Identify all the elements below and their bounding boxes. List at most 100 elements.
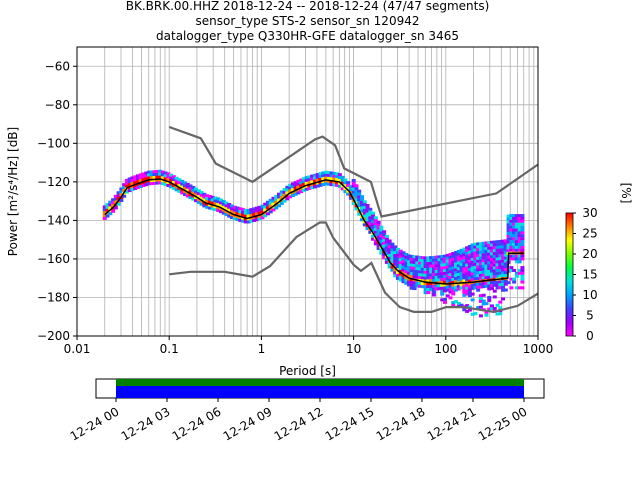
psd-cell <box>401 257 406 261</box>
psd-cell <box>213 196 218 200</box>
psd-cell <box>310 186 315 190</box>
psd-cell <box>395 248 400 252</box>
psd-cell <box>512 225 517 229</box>
psd-cell <box>431 284 436 288</box>
psd-cell <box>445 288 450 292</box>
y-tick-label: −160 <box>37 252 70 266</box>
psd-cell <box>498 265 503 269</box>
psd-cell <box>456 258 461 262</box>
psd-cell <box>426 288 431 292</box>
psd-cell <box>202 195 207 199</box>
colorbar-tick-label: 30 <box>582 206 597 220</box>
psd-cell <box>512 214 517 218</box>
psd-cell <box>492 269 497 273</box>
psd-cell <box>442 266 447 270</box>
psd-cell <box>141 181 146 185</box>
psd-cell <box>473 262 478 266</box>
psd-cell <box>456 270 461 274</box>
psd-cell <box>282 188 287 192</box>
psd-cell <box>390 254 395 258</box>
psd-cell <box>133 178 138 182</box>
psd-cell <box>288 183 293 187</box>
psd-cell <box>501 239 506 243</box>
psd-cell <box>218 204 223 208</box>
psd-cell <box>492 243 497 247</box>
psd-cell <box>194 193 199 197</box>
psd-cell <box>465 249 470 253</box>
psd-cell <box>484 270 489 274</box>
psd-cell <box>321 180 326 184</box>
psd-cell <box>520 277 525 281</box>
psd-cell <box>437 278 442 282</box>
psd-cell <box>229 210 234 214</box>
psd-cell <box>512 257 517 261</box>
psd-cell <box>185 188 190 192</box>
plot-frame <box>76 46 539 337</box>
psd-cell <box>498 274 503 278</box>
psd-cell <box>459 260 464 264</box>
psd-cell <box>199 193 204 197</box>
psd-cell <box>163 174 168 178</box>
psd-cell <box>501 282 506 286</box>
psd-cell <box>368 225 373 229</box>
psd-cell <box>102 211 107 215</box>
psd-cell <box>119 199 124 203</box>
psd-cell <box>359 195 364 199</box>
psd-cell <box>440 286 445 290</box>
psd-cell <box>160 176 165 180</box>
psd-cell <box>271 208 276 212</box>
psd-cell <box>426 267 431 271</box>
psd-cell <box>470 266 475 270</box>
psd-cell <box>476 248 481 252</box>
psd-cell <box>263 211 268 215</box>
psd-cell <box>462 308 467 312</box>
psd-cell <box>501 297 506 301</box>
psd-cell <box>395 265 400 269</box>
psd-cell <box>277 198 282 202</box>
psd-cell <box>509 240 514 244</box>
psd-cell <box>423 282 428 286</box>
psd-cell <box>299 187 304 191</box>
psd-cell <box>144 171 149 175</box>
psd-cell <box>448 253 453 257</box>
psd-cell <box>371 217 376 221</box>
psd-cell <box>520 214 525 218</box>
psd-cell <box>517 234 522 238</box>
psd-cell <box>467 308 472 312</box>
psd-cell <box>487 258 492 262</box>
psd-cell <box>459 263 464 267</box>
psd-cell <box>506 234 511 238</box>
psd-cell <box>484 310 489 314</box>
psd-cell <box>268 204 273 208</box>
psd-cell <box>445 285 450 289</box>
psd-cell <box>371 214 376 218</box>
psd-cell <box>509 242 514 246</box>
psd-cell <box>473 242 478 246</box>
psd-cell <box>315 181 320 185</box>
psd-cell <box>454 300 459 304</box>
psd-cell <box>492 289 497 293</box>
psd-cell <box>454 282 459 286</box>
psd-cell <box>478 253 483 257</box>
psd-cell <box>174 179 179 183</box>
psd-cell <box>487 261 492 265</box>
psd-cell <box>440 292 445 296</box>
psd-cell <box>495 257 500 261</box>
psd-cell <box>501 285 506 289</box>
psd-cell <box>512 231 517 235</box>
psd-cell <box>481 299 486 303</box>
psd-cell <box>354 184 359 188</box>
psd-cell <box>498 242 503 246</box>
psd-cell <box>379 225 384 229</box>
psd-cell <box>210 198 215 202</box>
psd-cell <box>384 234 389 238</box>
psd-cell <box>470 249 475 253</box>
psd-cell <box>196 195 201 199</box>
psd-cell <box>492 240 497 244</box>
psd-cell <box>249 208 254 212</box>
psd-cell <box>398 255 403 259</box>
psd-cell <box>473 286 478 290</box>
psd-cell <box>191 194 196 198</box>
psd-cell <box>373 227 378 231</box>
psd-cell <box>310 174 315 178</box>
